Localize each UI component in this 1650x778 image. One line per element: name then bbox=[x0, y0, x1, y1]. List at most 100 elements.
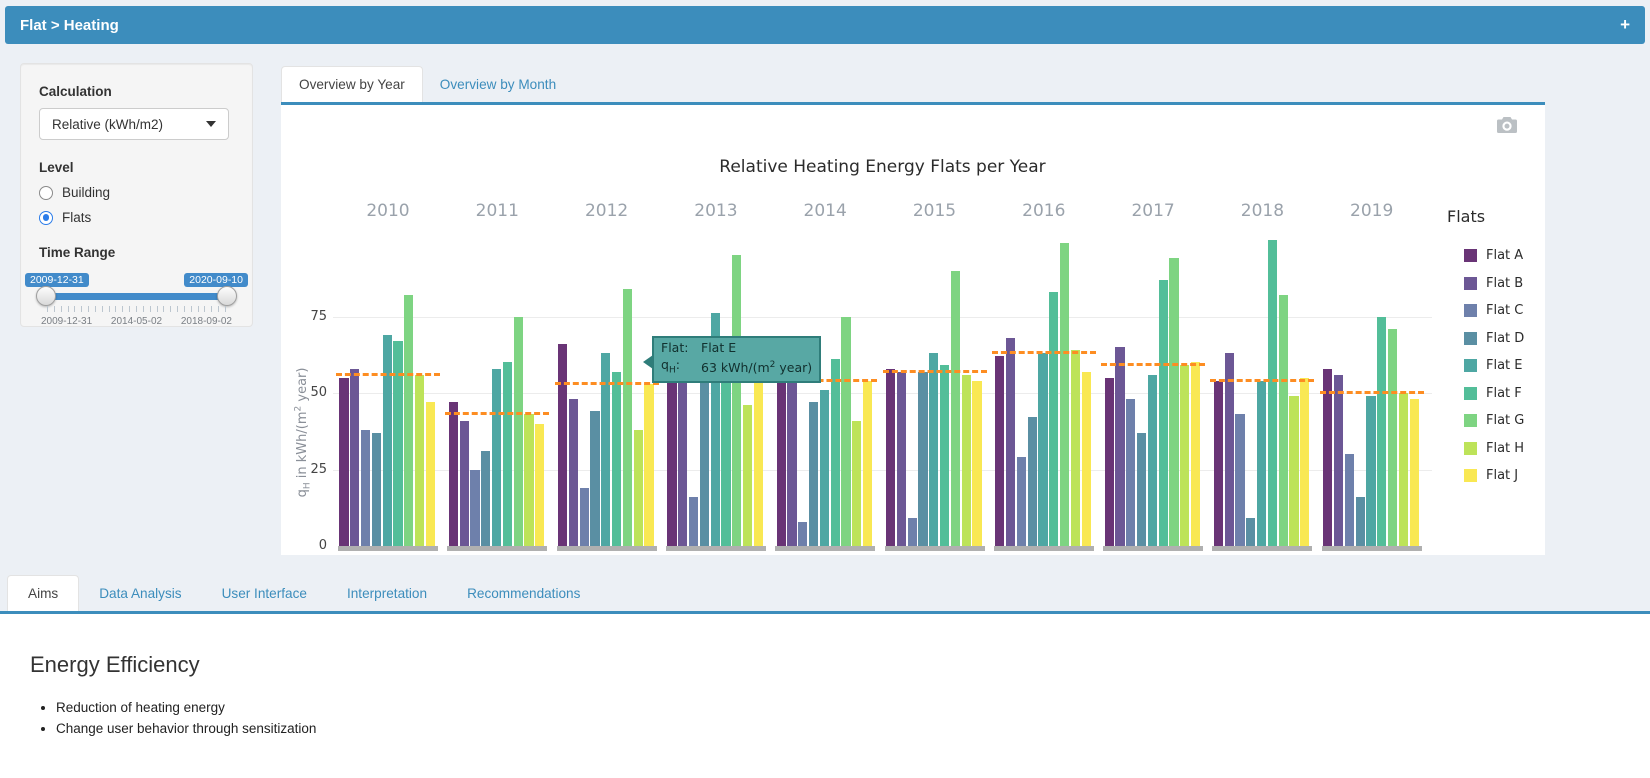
bar-flat-j[interactable] bbox=[644, 383, 654, 546]
bar-flat-a[interactable] bbox=[1323, 368, 1333, 546]
bar-flat-g[interactable] bbox=[732, 255, 742, 546]
bar-flat-g[interactable] bbox=[841, 316, 851, 546]
bar-flat-d[interactable] bbox=[918, 371, 928, 546]
legend-entry-flat-g[interactable]: Flat G bbox=[1464, 413, 1524, 428]
bar-flat-e[interactable] bbox=[1366, 396, 1376, 546]
bar-flat-b[interactable] bbox=[350, 368, 360, 546]
legend-entry-flat-j[interactable]: Flat J bbox=[1464, 468, 1524, 483]
bar-flat-c[interactable] bbox=[907, 518, 917, 546]
bar-flat-e[interactable] bbox=[1257, 380, 1267, 546]
bar-flat-f[interactable] bbox=[393, 340, 403, 546]
bar-flat-f[interactable] bbox=[502, 362, 512, 546]
bar-flat-h[interactable] bbox=[1289, 396, 1299, 546]
bar-flat-j[interactable] bbox=[1300, 377, 1310, 546]
bar-flat-d[interactable] bbox=[809, 402, 819, 546]
bar-flat-e[interactable] bbox=[1147, 374, 1157, 546]
bar-flat-e[interactable] bbox=[929, 353, 939, 546]
bar-flat-a[interactable] bbox=[1213, 380, 1224, 546]
level-radio-flats[interactable]: Flats bbox=[39, 210, 234, 225]
bar-flat-h[interactable] bbox=[633, 429, 643, 546]
bar-flat-a[interactable] bbox=[667, 374, 677, 546]
bar-flat-j[interactable] bbox=[535, 423, 545, 546]
bar-flat-c[interactable] bbox=[470, 469, 480, 546]
bar-flat-j[interactable] bbox=[753, 359, 763, 546]
bar-flat-h[interactable] bbox=[1398, 393, 1408, 546]
bar-flat-d[interactable] bbox=[1355, 497, 1365, 546]
bar-flat-a[interactable] bbox=[995, 356, 1005, 546]
bar-flat-a[interactable] bbox=[885, 368, 896, 546]
tab-interpretation[interactable]: Interpretation bbox=[346, 586, 428, 601]
bar-flat-d[interactable] bbox=[1246, 518, 1256, 546]
bar-flat-h[interactable] bbox=[852, 420, 862, 546]
bar-flat-g[interactable] bbox=[950, 270, 960, 546]
bar-flat-c[interactable] bbox=[1344, 454, 1354, 546]
legend-entry-flat-e[interactable]: Flat E bbox=[1464, 358, 1524, 373]
level-radio-building[interactable]: Building bbox=[39, 185, 234, 200]
bar-flat-b[interactable] bbox=[678, 374, 688, 546]
bar-flat-d[interactable] bbox=[371, 432, 382, 546]
tab-user-interface[interactable]: User Interface bbox=[221, 586, 307, 601]
bar-flat-b[interactable] bbox=[1333, 374, 1344, 546]
bar-flat-d[interactable] bbox=[481, 451, 491, 546]
bar-flat-f[interactable] bbox=[721, 356, 731, 546]
bar-flat-f[interactable] bbox=[612, 371, 622, 546]
tab-recommendations[interactable]: Recommendations bbox=[467, 586, 581, 601]
slider-handle-left[interactable] bbox=[36, 286, 56, 306]
bar-flat-d[interactable] bbox=[590, 411, 600, 546]
bar-flat-g[interactable] bbox=[1278, 295, 1288, 546]
bar-flat-c[interactable] bbox=[688, 497, 699, 546]
bar-flat-j[interactable] bbox=[1081, 371, 1091, 546]
bar-flat-e[interactable] bbox=[1038, 353, 1048, 546]
bar-flat-e[interactable] bbox=[710, 313, 720, 546]
bar-flat-g[interactable] bbox=[1387, 328, 1398, 546]
legend-entry-flat-f[interactable]: Flat F bbox=[1464, 386, 1524, 401]
slider-handle-right[interactable] bbox=[217, 286, 237, 306]
bar-flat-f[interactable] bbox=[1158, 279, 1168, 546]
bar-flat-h[interactable] bbox=[961, 374, 971, 546]
legend-entry-flat-d[interactable]: Flat D bbox=[1464, 331, 1524, 346]
bar-flat-f[interactable] bbox=[1049, 292, 1059, 546]
bar-flat-a[interactable] bbox=[1104, 377, 1114, 546]
bar-flat-h[interactable] bbox=[742, 405, 753, 546]
legend-entry-flat-a[interactable]: Flat A bbox=[1464, 248, 1524, 263]
bar-flat-a[interactable] bbox=[339, 377, 349, 546]
bar-flat-f[interactable] bbox=[1377, 316, 1387, 546]
legend-entry-flat-h[interactable]: Flat H bbox=[1464, 441, 1524, 456]
bar-flat-c[interactable] bbox=[1016, 457, 1027, 546]
legend-entry-flat-b[interactable]: Flat B bbox=[1464, 276, 1524, 291]
tab-overview-by-year[interactable]: Overview by Year bbox=[281, 66, 423, 102]
bar-flat-e[interactable] bbox=[382, 334, 392, 546]
bar-flat-h[interactable] bbox=[415, 374, 425, 546]
bar-flat-j[interactable] bbox=[425, 402, 436, 546]
bar-flat-b[interactable] bbox=[787, 371, 797, 546]
tab-overview-by-month[interactable]: Overview by Month bbox=[439, 77, 557, 92]
bar-flat-b[interactable] bbox=[1006, 337, 1016, 546]
bar-flat-b[interactable] bbox=[568, 399, 579, 546]
bar-flat-d[interactable] bbox=[1027, 417, 1037, 546]
plus-icon[interactable]: + bbox=[1620, 15, 1630, 34]
bar-flat-f[interactable] bbox=[939, 365, 950, 546]
bar-flat-d[interactable] bbox=[1136, 432, 1147, 546]
bar-flat-a[interactable] bbox=[448, 402, 458, 546]
bar-flat-j[interactable] bbox=[972, 380, 982, 546]
bar-flat-f[interactable] bbox=[830, 359, 840, 546]
bar-flat-j[interactable] bbox=[863, 380, 873, 546]
tab-aims[interactable]: Aims bbox=[7, 575, 80, 611]
bar-flat-c[interactable] bbox=[1235, 414, 1245, 546]
bar-flat-j[interactable] bbox=[1409, 399, 1419, 546]
bar-flat-a[interactable] bbox=[776, 374, 786, 546]
bar-flat-c[interactable] bbox=[798, 521, 808, 546]
bar-flat-b[interactable] bbox=[896, 371, 906, 546]
camera-icon[interactable] bbox=[1497, 117, 1517, 137]
bar-flat-c[interactable] bbox=[361, 429, 371, 546]
bar-flat-j[interactable] bbox=[1190, 362, 1201, 546]
calculation-select[interactable]: Relative (kWh/m2) bbox=[39, 108, 229, 140]
bar-flat-b[interactable] bbox=[1115, 347, 1125, 546]
bar-flat-d[interactable] bbox=[699, 347, 709, 546]
bar-flat-b[interactable] bbox=[459, 420, 469, 546]
bar-flat-g[interactable] bbox=[1169, 258, 1179, 546]
bar-flat-g[interactable] bbox=[404, 295, 414, 546]
bar-flat-g[interactable] bbox=[1060, 243, 1070, 546]
tab-data-analysis[interactable]: Data Analysis bbox=[99, 586, 182, 601]
bar-flat-a[interactable] bbox=[558, 344, 568, 546]
